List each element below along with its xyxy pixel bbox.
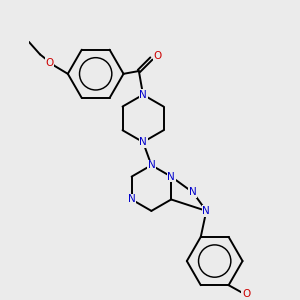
Text: N: N — [148, 160, 155, 170]
Text: O: O — [46, 58, 54, 68]
Text: N: N — [128, 194, 136, 205]
Text: N: N — [139, 90, 147, 100]
Text: N: N — [189, 188, 197, 197]
Text: N: N — [202, 206, 210, 216]
Text: O: O — [153, 51, 162, 61]
Text: N: N — [167, 172, 175, 182]
Text: N: N — [139, 137, 147, 147]
Text: O: O — [242, 289, 250, 298]
